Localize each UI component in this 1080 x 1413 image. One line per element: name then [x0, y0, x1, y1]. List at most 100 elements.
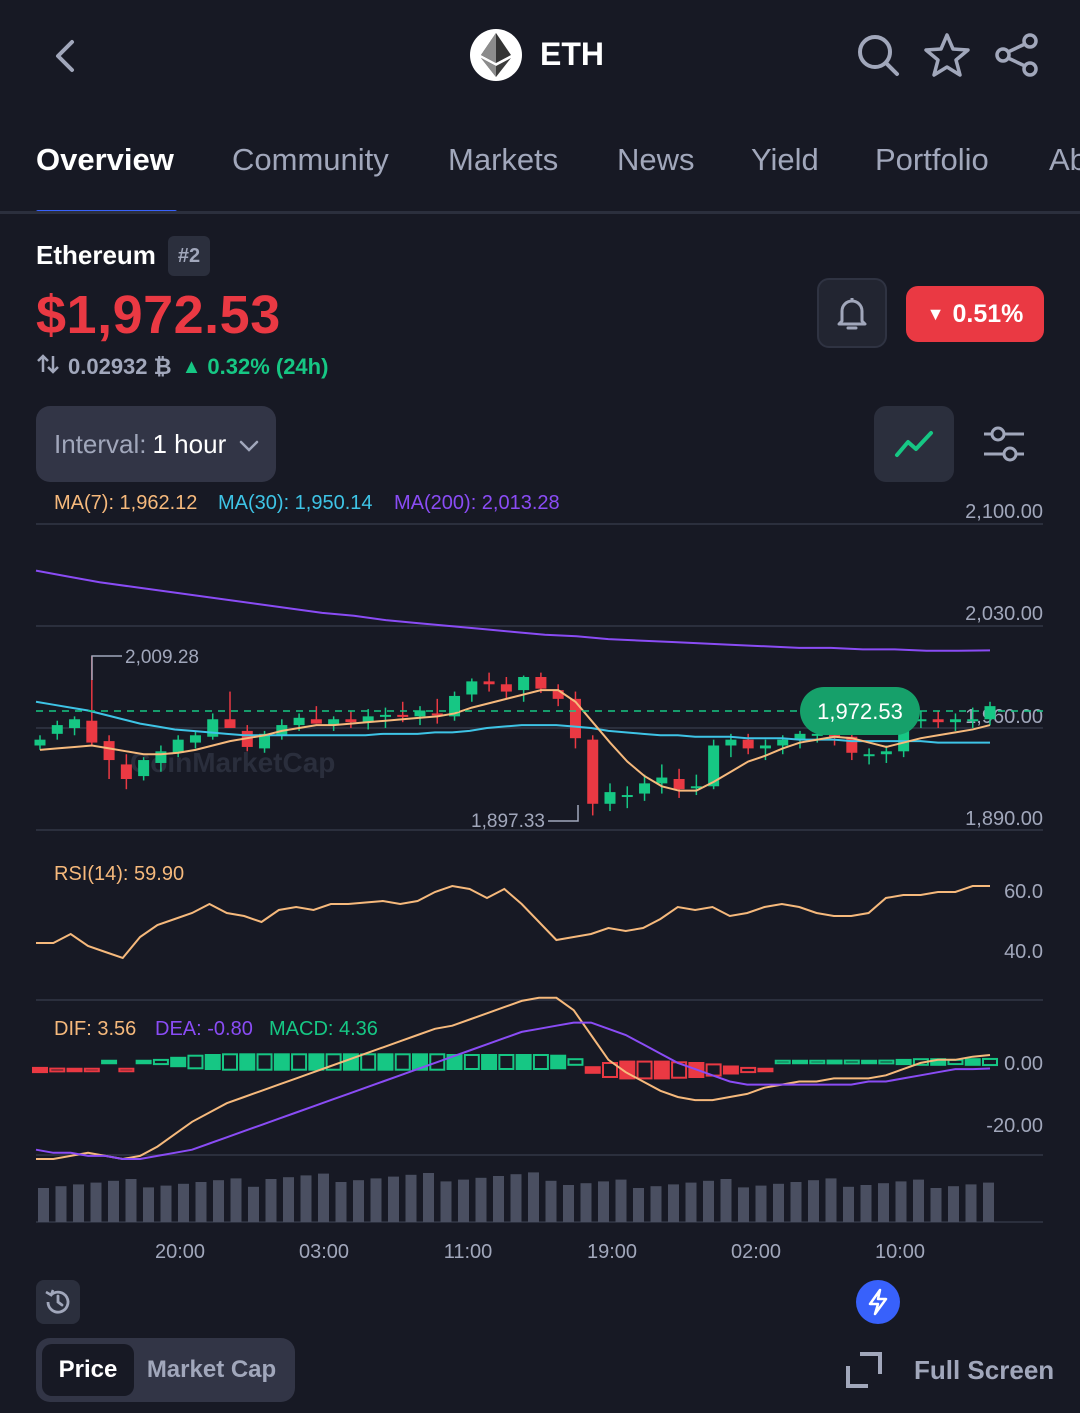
candle-body: [207, 719, 219, 737]
candle-body: [569, 698, 581, 739]
candle-body: [759, 745, 771, 749]
macd-bar: [463, 1054, 480, 1070]
volume-bar: [283, 1177, 294, 1222]
volume-bar: [825, 1178, 837, 1222]
price-alert-button[interactable]: [817, 278, 887, 348]
price-mode-button[interactable]: Price: [42, 1344, 134, 1396]
tab-about[interactable]: Ab: [1049, 142, 1080, 177]
candle-body: [362, 716, 374, 723]
back-icon[interactable]: [48, 36, 84, 76]
volume-bar: [108, 1180, 119, 1222]
rsi-axis-label: 40.0: [1004, 941, 1043, 963]
macd-bar: [204, 1054, 221, 1070]
price-change-badge: ▼ 0.51%: [906, 286, 1044, 342]
candle-body: [310, 719, 322, 724]
volume-bar: [965, 1184, 977, 1222]
btc-change: 0.32% (24h): [207, 354, 329, 379]
candle-body: [552, 690, 564, 699]
tab-markets[interactable]: Markets: [448, 142, 559, 177]
volume-bar: [318, 1173, 329, 1222]
coin-name: Ethereum: [36, 240, 156, 270]
volume-bar: [545, 1180, 557, 1222]
tab-overview[interactable]: Overview: [36, 142, 174, 177]
up-triangle-icon: ▲: [181, 355, 202, 378]
macd-bar: [895, 1058, 912, 1066]
star-icon[interactable]: [924, 32, 970, 78]
price-chart[interactable]: MA(7): 1,962.12 MA(30): 1,950.14 MA(200)…: [0, 480, 1080, 1280]
search-icon[interactable]: [855, 32, 901, 78]
candle-body: [500, 684, 512, 692]
tab-active-indicator: [36, 210, 177, 211]
interval-value: 1 hour: [152, 428, 227, 459]
page-title: ETH: [540, 36, 604, 72]
fullscreen-button[interactable]: Full Screen: [844, 1348, 1054, 1392]
macd-bar: [429, 1053, 446, 1071]
volume-bar: [178, 1183, 189, 1222]
candle-body: [379, 714, 391, 717]
volume-bar: [738, 1187, 749, 1222]
header: ETH: [0, 0, 1080, 110]
macd-axis-label: -20.00: [986, 1115, 1043, 1137]
tab-news[interactable]: News: [617, 142, 695, 177]
swap-arrows-icon[interactable]: [36, 352, 60, 382]
x-tick-label: 10:00: [875, 1241, 925, 1263]
macd-bar: [671, 1061, 688, 1079]
macd-bar: [982, 1057, 998, 1067]
macd-bar: [809, 1059, 826, 1065]
btc-price-row: 0.02932 ₿ ▲ 0.32% (24h): [36, 352, 328, 382]
macd-bar: [757, 1067, 774, 1073]
x-tick-label: 03:00: [299, 1241, 349, 1263]
x-tick-label: 20:00: [155, 1241, 205, 1263]
candle-body: [224, 719, 236, 728]
macd-bar: [636, 1060, 653, 1080]
share-icon[interactable]: [994, 32, 1040, 78]
volume-bar: [55, 1186, 67, 1222]
candle-body: [172, 739, 184, 753]
tab-community[interactable]: Community: [232, 142, 389, 177]
candle-body: [863, 754, 875, 757]
volume-bar: [983, 1182, 994, 1222]
x-tick-label: 19:00: [587, 1241, 637, 1263]
interval-label: Interval:: [54, 428, 147, 459]
macd-bar: [170, 1056, 187, 1068]
line-chart-icon: [895, 431, 933, 457]
candle-body: [708, 745, 720, 787]
macd-bar: [481, 1054, 498, 1070]
chart-mode-toggle: Price Market Cap: [36, 1338, 295, 1402]
marketcap-mode-button[interactable]: Market Cap: [146, 1356, 277, 1383]
macd-bar: [843, 1059, 860, 1065]
candle-body: [967, 719, 979, 722]
candle-body: [449, 695, 461, 717]
x-axis: 20:00 03:00 11:00 19:00 02:00 10:00: [155, 1241, 925, 1263]
history-icon[interactable]: [36, 1280, 80, 1324]
ma7-legend: MA(7): 1,962.12: [54, 492, 197, 514]
lightning-icon[interactable]: [856, 1280, 900, 1324]
volume-bar: [300, 1175, 312, 1222]
rsi-line: [36, 884, 990, 960]
line-chart-toggle[interactable]: [874, 406, 954, 482]
bell-icon: [837, 298, 867, 330]
low-label: 1,897.33: [471, 811, 545, 832]
volume-bar: [720, 1179, 732, 1222]
coin-price: $1,972.53: [36, 285, 281, 345]
macd-bar: [66, 1067, 83, 1073]
candle-body: [397, 714, 409, 717]
fullscreen-label: Full Screen: [914, 1354, 1055, 1385]
tab-portfolio[interactable]: Portfolio: [875, 142, 989, 177]
volume-bar: [878, 1183, 889, 1222]
ma30-line: [35, 700, 990, 744]
interval-dropdown[interactable]: Interval: 1 hour: [36, 406, 276, 482]
candle-body: [604, 792, 616, 804]
macd-bar: [273, 1053, 290, 1071]
chart-settings-icon[interactable]: [978, 420, 1030, 468]
candle-body: [466, 681, 478, 695]
candle-body: [725, 739, 737, 746]
candle-body: [932, 719, 944, 723]
macd-bar: [239, 1053, 256, 1071]
macd-panel: [32, 996, 998, 1161]
tab-yield[interactable]: Yield: [751, 142, 819, 177]
axis-label-price: 1,960.00: [965, 706, 1043, 728]
volume-bar: [353, 1180, 364, 1222]
candle-body: [431, 713, 443, 716]
volume-bar: [563, 1185, 574, 1222]
